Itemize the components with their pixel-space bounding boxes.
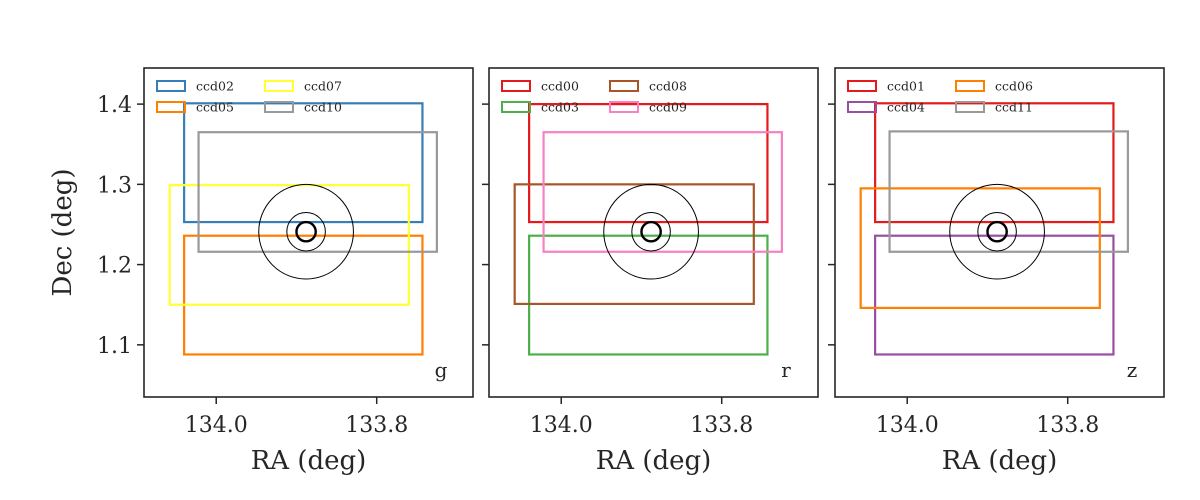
- panel-r-legend-swatch-ccd03: [501, 101, 531, 113]
- panel-r-legend-label-ccd09: ccd09: [649, 100, 687, 115]
- panel-z-frame: [834, 67, 1165, 398]
- panel-r-data: [513, 103, 783, 356]
- panel-r-legend: ccd00 ccd03 ccd08 ccd09: [501, 79, 687, 115]
- panel-z-target-circle-2: [949, 183, 1045, 280]
- panel-r-legend-swatch-ccd00: [501, 80, 531, 92]
- panel-z: 134.0 133.8 RA (deg) z ccd01 ccd04 ccd06 ccd11: [828, 67, 1165, 476]
- panels-layer: 134.0 133.81.11.21.31.4RA (deg)gccd02ccd0…: [48, 67, 1165, 476]
- panel-g-target-circle-1: [286, 211, 326, 252]
- panel-g-legend-label-ccd07: ccd07: [304, 79, 342, 94]
- panel-z-ccd04-footprint: [874, 234, 1115, 356]
- panel-r-legend-swatch-ccd09: [609, 101, 639, 113]
- panel-z-legend-swatch-ccd01: [847, 80, 877, 92]
- panel-g-legend: ccd02 ccd05 ccd07 ccd10: [156, 79, 342, 115]
- panel-g-ccd10-footprint: [197, 131, 438, 253]
- panel-z-legend-label-ccd01: ccd01: [887, 79, 925, 94]
- panel-g-legend-label-ccd02: ccd02: [196, 79, 234, 94]
- panel-r-xlabel: RA (deg): [596, 446, 712, 476]
- panel-r-xtick-label-1: 133.8: [690, 413, 753, 438]
- panel-r-frame: [488, 67, 819, 398]
- panel-r-ccd03-footprint: [528, 234, 769, 356]
- panel-g-legend-swatch-ccd10: [264, 101, 294, 113]
- panel-z-ccd06-footprint: [859, 187, 1101, 310]
- panel-g-ccd05-footprint: [183, 234, 424, 356]
- panel-g-legend-swatch-ccd07: [264, 80, 294, 92]
- panel-g-legend-label-ccd05: ccd05: [196, 100, 234, 115]
- panel-z-target-circle-0: [986, 220, 1008, 243]
- panel-r-target-circle-0: [640, 220, 662, 243]
- panel-r-ccd00-footprint: [528, 103, 769, 224]
- ytick-label-1: 1.2: [97, 254, 132, 279]
- panel-z-ccd11-footprint: [888, 130, 1129, 253]
- panel-g-data: [168, 102, 438, 356]
- panel-z-xtick-label-0: 134.0: [876, 413, 939, 438]
- panel-g-legend-label-ccd10: ccd10: [304, 100, 342, 115]
- panel-r-ccd09-footprint: [542, 131, 783, 253]
- panel-r-legend-label-ccd08: ccd08: [649, 79, 687, 94]
- panel-z-target-circle-1: [977, 211, 1017, 252]
- panel-z-data: [859, 102, 1129, 356]
- panel-g-frame: [143, 67, 474, 398]
- panel-g-target-circle-0: [295, 220, 317, 243]
- panel-g-target-circle-2: [258, 183, 354, 280]
- panel-z-legend-swatch-ccd06: [955, 80, 985, 92]
- ytick-label-3: 1.4: [97, 93, 132, 118]
- panel-g-xtick-label-0: 134.0: [185, 413, 248, 438]
- ylabel: Dec (deg): [48, 168, 78, 296]
- ytick-label-0: 1.1: [97, 334, 132, 359]
- panel-z-legend-label-ccd06: ccd06: [995, 79, 1033, 94]
- panel-g: 134.0 133.81.11.21.31.4RA (deg)gccd02ccd0…: [97, 67, 474, 476]
- panel-z-legend: ccd01 ccd04 ccd06 ccd11: [847, 79, 1033, 115]
- panel-z-xlabel: RA (deg): [942, 446, 1058, 476]
- panel-g-xlabel: RA (deg): [251, 446, 367, 476]
- panel-z-band-label: z: [1127, 358, 1138, 382]
- panel-z-legend-label-ccd04: ccd04: [887, 100, 925, 115]
- panel-z-ccd01-footprint: [874, 102, 1115, 224]
- panel-r-ccd08-footprint: [513, 183, 755, 306]
- panel-z-legend-swatch-ccd04: [847, 101, 877, 113]
- panel-g-band-label: g: [435, 358, 448, 382]
- panel-r: 134.0 133.8 RA (deg) r ccd00 ccd03 ccd08 ccd09: [482, 67, 819, 476]
- panel-g-ccd02-footprint: [183, 102, 424, 224]
- panel-g-xtick-label-1: 133.8: [345, 413, 408, 438]
- panel-r-legend-swatch-ccd08: [609, 80, 639, 92]
- panel-r-xtick-label-0: 134.0: [530, 413, 593, 438]
- panel-r-target-circle-1: [631, 211, 671, 252]
- panel-r-target-circle-2: [603, 183, 699, 280]
- panel-g-legend-swatch-ccd05: [156, 101, 186, 113]
- panel-r-band-label: r: [781, 358, 791, 382]
- panel-r-legend-label-ccd03: ccd03: [541, 100, 579, 115]
- panel-z-legend-swatch-ccd11: [955, 101, 985, 113]
- ytick-label-2: 1.3: [97, 173, 132, 198]
- panel-g-legend-swatch-ccd02: [156, 80, 186, 92]
- panel-g-ccd07-footprint: [168, 184, 410, 306]
- panel-z-legend-label-ccd11: ccd11: [995, 100, 1033, 115]
- panel-r-legend-label-ccd00: ccd00: [541, 79, 579, 94]
- panel-z-xtick-label-1: 133.8: [1036, 413, 1099, 438]
